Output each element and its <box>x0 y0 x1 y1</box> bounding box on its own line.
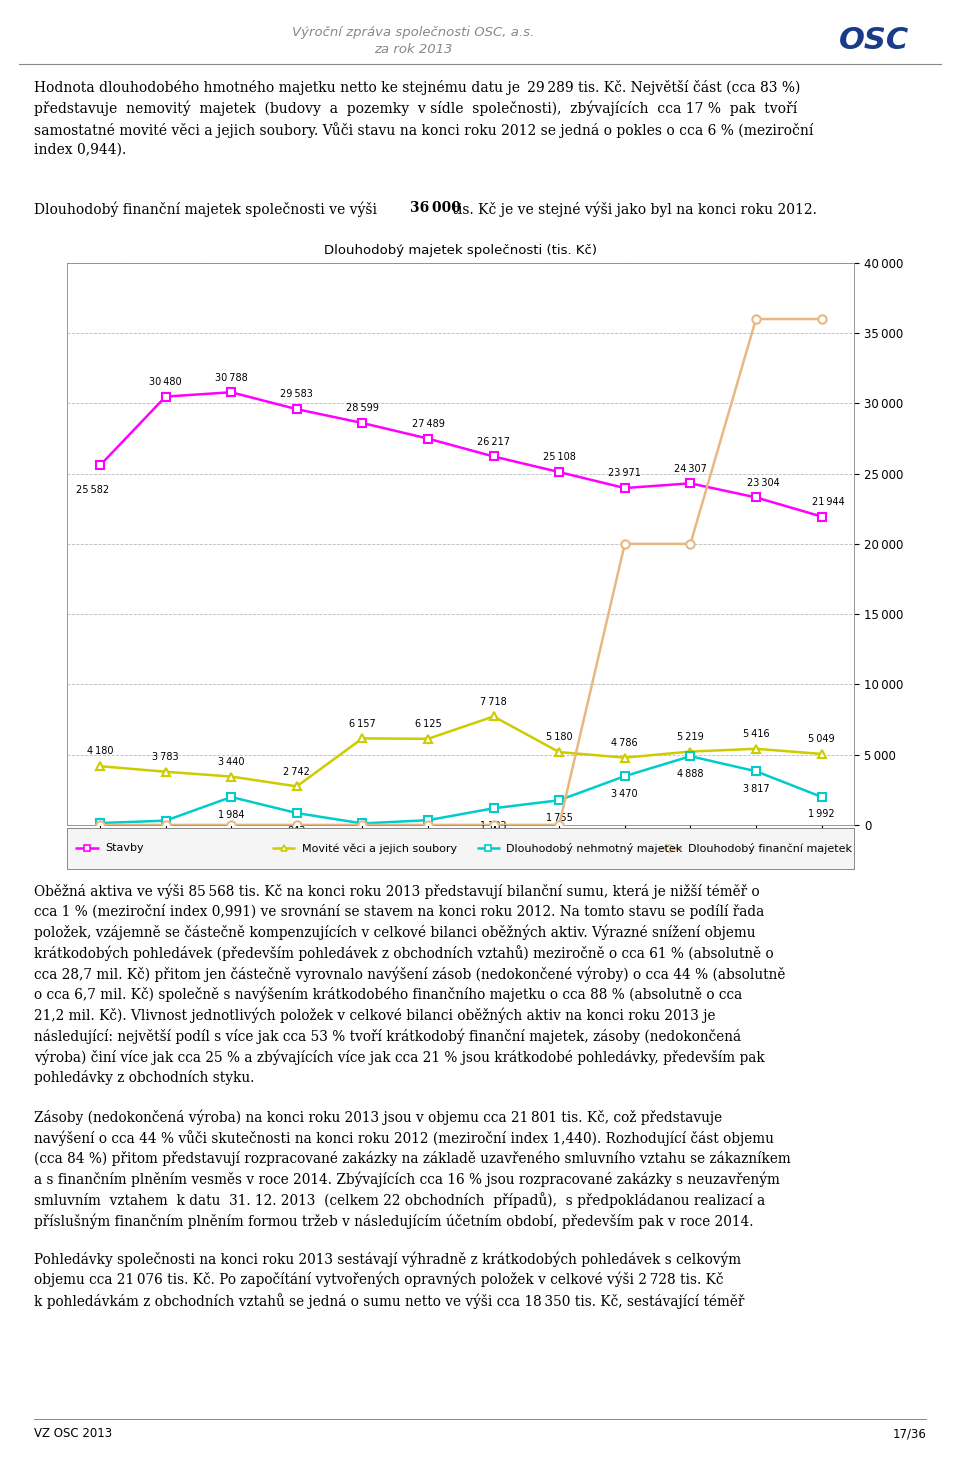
Text: 17/36: 17/36 <box>893 1428 926 1440</box>
Text: 5 219: 5 219 <box>677 731 704 742</box>
Text: 3 440: 3 440 <box>218 756 245 766</box>
Text: Dlouhodobý finanční majetek společnosti ve výši: Dlouhodobý finanční majetek společnosti … <box>34 201 381 218</box>
Text: 843: 843 <box>288 825 306 835</box>
Text: 27 489: 27 489 <box>412 419 444 429</box>
Text: 21 944: 21 944 <box>812 496 845 507</box>
Text: 4 180: 4 180 <box>86 746 113 756</box>
Text: 5 416: 5 416 <box>743 729 769 739</box>
Text: 36 000: 36 000 <box>410 201 461 216</box>
Text: 30 480: 30 480 <box>150 377 181 387</box>
Text: ⁠Pohledávky⁠ společnosti na konci roku 2013 sestávají výhradně z ⁠krátkodobých p: ⁠Pohledávky⁠ společnosti na konci roku 2… <box>34 1251 744 1308</box>
Text: 335: 335 <box>419 832 437 842</box>
Text: 1 755: 1 755 <box>546 813 572 823</box>
Text: 5 049: 5 049 <box>808 734 835 745</box>
Text: Hodnota dlouhodobého hmotného majetku netto ke stejnému datu je ⁠ 29 289⁠ tis. K: Hodnota dlouhodobého hmotného majetku ne… <box>34 80 813 158</box>
Text: 1 992: 1 992 <box>808 809 835 819</box>
Text: 29 583: 29 583 <box>280 390 313 400</box>
Text: 1 984: 1 984 <box>218 809 245 819</box>
Text: OSC: OSC <box>838 26 909 55</box>
Text: 4 888: 4 888 <box>677 769 704 778</box>
Text: 25 108: 25 108 <box>542 453 576 463</box>
Text: 24 307: 24 307 <box>674 464 707 473</box>
Text: 129: 129 <box>91 835 109 845</box>
Text: 6 157: 6 157 <box>349 718 375 729</box>
Text: Dlouhodobý finanční majetek: Dlouhodobý finanční majetek <box>687 842 852 854</box>
Text: Dlouhodobý nehmotný majetek: Dlouhodobý nehmotný majetek <box>507 842 683 854</box>
Text: 3 783: 3 783 <box>153 752 179 762</box>
Text: Movité věci a jejich soubory: Movité věci a jejich soubory <box>301 842 457 854</box>
Text: 30 788: 30 788 <box>215 372 248 383</box>
Title: Dlouhodobý majetek společnosti (tis. Kč): Dlouhodobý majetek společnosti (tis. Kč) <box>324 244 597 257</box>
Text: 26 217: 26 217 <box>477 437 510 447</box>
Text: 23 971: 23 971 <box>609 469 641 479</box>
Text: 28 599: 28 599 <box>346 403 379 413</box>
Text: 303: 303 <box>156 834 175 842</box>
Text: VZ OSC 2013: VZ OSC 2013 <box>34 1428 111 1440</box>
Text: 4 786: 4 786 <box>612 737 638 748</box>
Text: ⁠Zásoby⁠ (nedokončená výroba) na konci roku 2013 jsou v objemu cca ⁠21 801⁠ tis.: ⁠Zásoby⁠ (nedokončená výroba) na konci r… <box>34 1110 790 1229</box>
Text: 103: 103 <box>353 837 372 845</box>
Text: 3 470: 3 470 <box>612 788 638 799</box>
Text: za rok 2013: za rok 2013 <box>373 44 452 55</box>
Text: 7 718: 7 718 <box>480 696 507 707</box>
Text: ⁠Oběžná aktiva⁠ ve výši ⁠85 568⁠ tis. Kč na konci roku 2013 představují bilanční: ⁠Oběžná aktiva⁠ ve výši ⁠85 568⁠ tis. Kč… <box>34 883 785 1085</box>
Text: 25 582: 25 582 <box>77 485 109 495</box>
Text: 23 304: 23 304 <box>747 477 780 488</box>
Text: Stavby: Stavby <box>105 844 144 853</box>
Text: 5 180: 5 180 <box>546 733 572 742</box>
Text: Výroční zpráva společnosti OSC, a.s.: Výroční zpráva společnosti OSC, a.s. <box>292 26 534 38</box>
Text: 2 742: 2 742 <box>283 766 310 777</box>
Text: 3 817: 3 817 <box>743 784 769 794</box>
Text: 1 183: 1 183 <box>480 821 507 831</box>
Text: 6 125: 6 125 <box>415 720 442 729</box>
Text: tis. Kč je ve stejné výši jako byl na konci roku 2012.: tis. Kč je ve stejné výši jako byl na ko… <box>448 201 817 218</box>
